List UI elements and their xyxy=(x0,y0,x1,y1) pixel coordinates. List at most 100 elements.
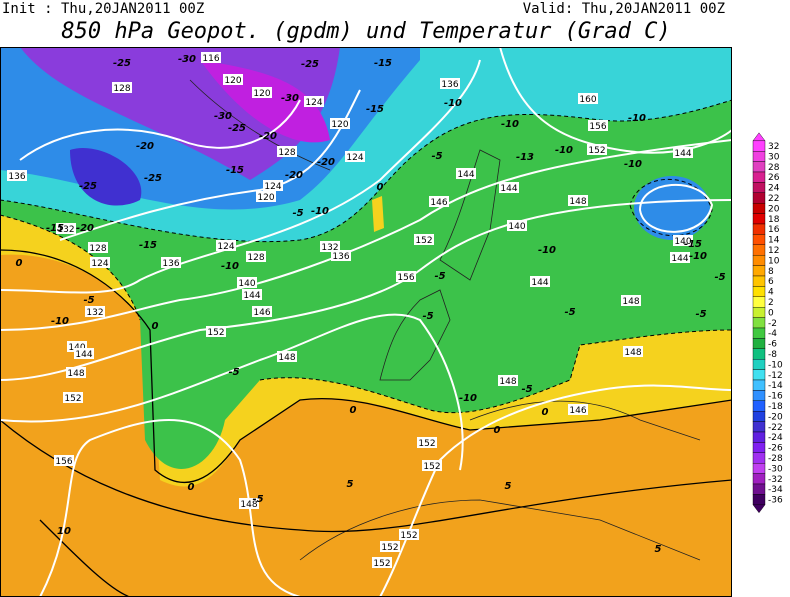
geopotential-label: 124 xyxy=(264,182,281,192)
temperature-contours xyxy=(0,99,732,597)
geopotential-label-box xyxy=(63,392,83,403)
colorbar-swatch xyxy=(752,327,766,339)
geopotential-label-box xyxy=(330,118,350,129)
geopotential-label: 144 xyxy=(243,291,260,301)
colorbar-label: 14 xyxy=(768,236,780,246)
colorbar-swatch xyxy=(752,265,766,277)
geopotential-label: 148 xyxy=(499,377,516,387)
colorbar-label: 18 xyxy=(768,215,780,225)
colorbar-label: -28 xyxy=(768,454,783,464)
geopotential-label: 144 xyxy=(671,254,688,264)
temperature-label: 5 xyxy=(655,544,662,555)
colorbar-label: -14 xyxy=(768,381,783,391)
colorbar-swatch xyxy=(752,338,766,349)
temperature-label: -25 xyxy=(301,59,319,70)
geopotential-label-box xyxy=(456,168,476,179)
temperature-label: -5 xyxy=(83,295,94,306)
geopotential-label: 140 xyxy=(674,237,691,247)
colorbar-label: 28 xyxy=(768,163,780,173)
init-time: Init : Thu,20JAN2011 00Z xyxy=(2,1,204,17)
temperature-label: -15 xyxy=(366,104,384,115)
geopotential-label-box xyxy=(396,271,416,282)
geopotential-label: 124 xyxy=(91,259,108,269)
colorbar-label: -26 xyxy=(768,444,783,454)
geopotential-label-box xyxy=(242,289,262,300)
colorbar-swatch xyxy=(752,317,766,329)
colorbar-swatch xyxy=(752,307,766,318)
geopotential-label: 156 xyxy=(397,273,414,283)
geopotential-label: 146 xyxy=(430,198,447,208)
colorbar-swatch xyxy=(752,473,766,485)
temperature-label: -10 xyxy=(221,261,239,272)
temperature-label: 10 xyxy=(57,526,71,537)
temperature-label: -5 xyxy=(434,271,445,282)
colorbar-label: -22 xyxy=(768,423,783,433)
geopotential-label-box xyxy=(201,52,221,63)
geopotential-label-box xyxy=(237,277,257,288)
colorbar-label: -20 xyxy=(768,412,783,422)
colorbar-label: -36 xyxy=(768,496,783,506)
geopotential-label: 120 xyxy=(224,76,241,86)
colorbar-label: 6 xyxy=(768,277,774,287)
geopotential-label-box xyxy=(673,235,693,246)
temperature-label: -25 xyxy=(228,123,246,134)
colorbar-label: -24 xyxy=(768,433,783,443)
colorbar-label: -4 xyxy=(768,329,777,339)
temperature-label: -20 xyxy=(259,131,277,142)
colorbar-label: 4 xyxy=(768,288,774,298)
temperature-label: -20 xyxy=(136,141,154,152)
geopotential-label: 132 xyxy=(321,243,338,253)
geopotential-label-box xyxy=(440,78,460,89)
temperature-label: -5 xyxy=(714,272,725,283)
geopotential-label: 124 xyxy=(217,242,234,252)
colorbar-label: -30 xyxy=(768,464,783,474)
coastlines xyxy=(189,79,701,561)
temperature-label: 0 xyxy=(542,407,549,418)
colorbar-swatch xyxy=(752,483,766,495)
geopotential-label-box xyxy=(54,455,74,466)
colorbar-label: 20 xyxy=(768,204,780,214)
temperature-label: -10 xyxy=(689,251,707,262)
colorbar-swatch xyxy=(752,296,766,308)
geopotential-label-box xyxy=(530,276,550,287)
colorbar-swatch xyxy=(752,213,766,225)
temperature-label: -10 xyxy=(538,245,556,256)
geopotential-label-box xyxy=(304,96,324,107)
colorbar-label: -32 xyxy=(768,475,783,485)
temperature-label: -5 xyxy=(422,311,433,322)
geopotential-label: 144 xyxy=(457,170,474,180)
geopotential-label: 128 xyxy=(89,244,106,254)
colorbar-label: -16 xyxy=(768,392,783,402)
geopotential-label: 148 xyxy=(569,197,586,207)
geopotential-label-box xyxy=(56,223,76,234)
colorbar-swatch xyxy=(752,140,766,152)
geopotential-label: 140 xyxy=(238,279,255,289)
colorbar-label: 22 xyxy=(768,194,779,204)
colorbar-label: 32 xyxy=(768,142,779,152)
geopotential-label: 148 xyxy=(624,348,641,358)
geopotential-label-box xyxy=(499,182,519,193)
temperature-label: -15 xyxy=(139,240,157,251)
geopotential-label: 146 xyxy=(253,308,270,318)
colorbar-swatch xyxy=(752,161,766,173)
geopotential-label-box xyxy=(578,93,598,104)
colorbar-label: 8 xyxy=(768,267,774,277)
colorbar-swatch xyxy=(752,182,766,193)
geopotential-label: 128 xyxy=(247,253,264,263)
colorbar-swatch xyxy=(752,223,766,235)
geopotential-label: 156 xyxy=(55,457,72,467)
geopotential-label: 120 xyxy=(257,193,274,203)
cold-pool xyxy=(634,176,710,240)
geopotential-label: 120 xyxy=(331,120,348,130)
geopotential-label: 148 xyxy=(240,500,257,510)
temperature-label: -5 xyxy=(292,208,303,219)
geopotential-label: 128 xyxy=(113,84,130,94)
temperature-label: -15 xyxy=(46,223,64,234)
temperature-label: -30 xyxy=(214,111,232,122)
geopotential-label-box xyxy=(587,144,607,155)
colorbar-label: 0 xyxy=(768,308,774,318)
colorbar-swatch xyxy=(752,275,766,287)
geopotential-label-box xyxy=(429,196,449,207)
